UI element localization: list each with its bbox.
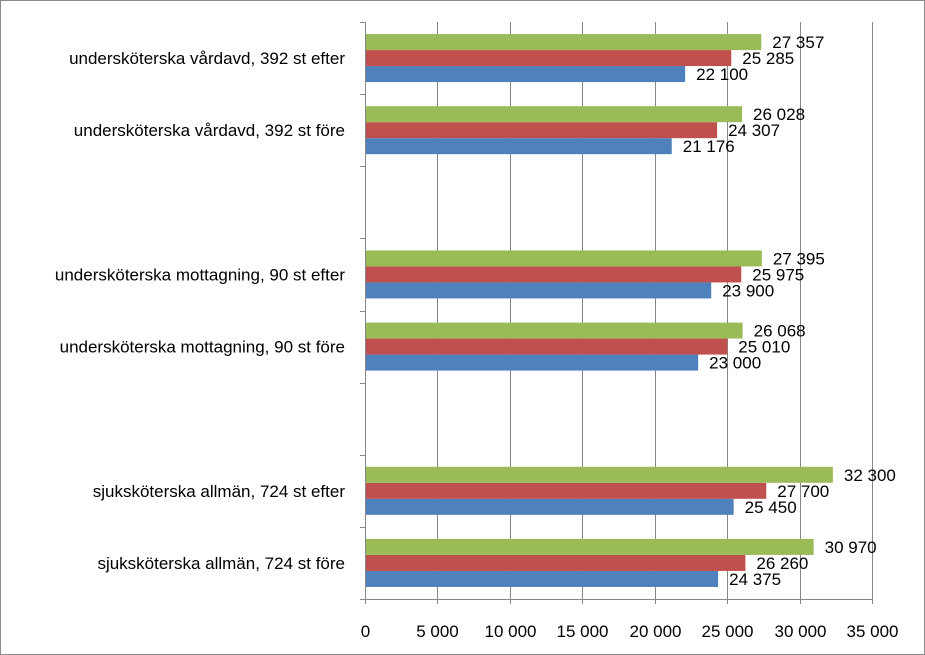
bar bbox=[365, 138, 672, 155]
data-label: 23 900 bbox=[722, 281, 774, 300]
bar bbox=[365, 482, 767, 499]
bar bbox=[365, 50, 732, 67]
data-label: 26 028 bbox=[753, 105, 805, 124]
x-tick-label: 10 000 bbox=[485, 622, 537, 641]
data-label: 30 970 bbox=[825, 538, 877, 557]
category-label: undersköterska mottagning, 90 st efter bbox=[55, 265, 345, 284]
data-label: 26 068 bbox=[754, 322, 806, 341]
bar bbox=[365, 322, 743, 339]
bar bbox=[365, 250, 762, 267]
data-label: 27 700 bbox=[777, 482, 829, 501]
bar bbox=[365, 66, 686, 83]
data-label: 23 000 bbox=[709, 354, 761, 373]
data-label: 25 285 bbox=[742, 49, 794, 68]
x-tick-label: 30 000 bbox=[775, 622, 827, 641]
bar bbox=[365, 266, 742, 283]
data-label: 27 395 bbox=[773, 249, 825, 268]
bar bbox=[365, 554, 746, 571]
data-label: 26 260 bbox=[756, 554, 808, 573]
x-tick-label: 35 000 bbox=[847, 622, 899, 641]
data-label: 22 100 bbox=[696, 65, 748, 84]
data-label: 25 010 bbox=[738, 338, 790, 357]
bar bbox=[365, 354, 699, 371]
data-label: 25 975 bbox=[752, 265, 804, 284]
bar bbox=[365, 570, 719, 587]
category-label: sjuksköterska allmän, 724 st före bbox=[97, 554, 345, 573]
x-tick-label: 15 000 bbox=[557, 622, 609, 641]
axes bbox=[360, 22, 873, 604]
bar bbox=[365, 106, 743, 123]
data-label: 24 375 bbox=[729, 570, 781, 589]
data-label: 21 176 bbox=[683, 137, 735, 156]
bar bbox=[365, 338, 728, 355]
bar bbox=[365, 538, 814, 555]
x-tick-label: 25 000 bbox=[702, 622, 754, 641]
bar bbox=[365, 34, 762, 51]
data-label: 24 307 bbox=[728, 121, 780, 140]
bar bbox=[365, 122, 718, 139]
data-label: 32 300 bbox=[844, 466, 896, 485]
category-label: undersköterska mottagning, 90 st före bbox=[60, 338, 345, 357]
bars bbox=[365, 34, 833, 587]
bar bbox=[365, 282, 712, 299]
data-label: 27 357 bbox=[772, 33, 824, 52]
data-label: 25 450 bbox=[745, 498, 797, 517]
category-label: undersköterska vårdavd, 392 st före bbox=[74, 121, 345, 140]
x-tick-label: 0 bbox=[361, 622, 370, 641]
x-tick-label: 5 000 bbox=[416, 622, 459, 641]
bar bbox=[365, 466, 833, 483]
x-tick-label: 20 000 bbox=[630, 622, 682, 641]
category-label: undersköterska vårdavd, 392 st efter bbox=[69, 49, 345, 68]
bar bbox=[365, 498, 734, 515]
category-label: sjuksköterska allmän, 724 st efter bbox=[93, 482, 346, 501]
